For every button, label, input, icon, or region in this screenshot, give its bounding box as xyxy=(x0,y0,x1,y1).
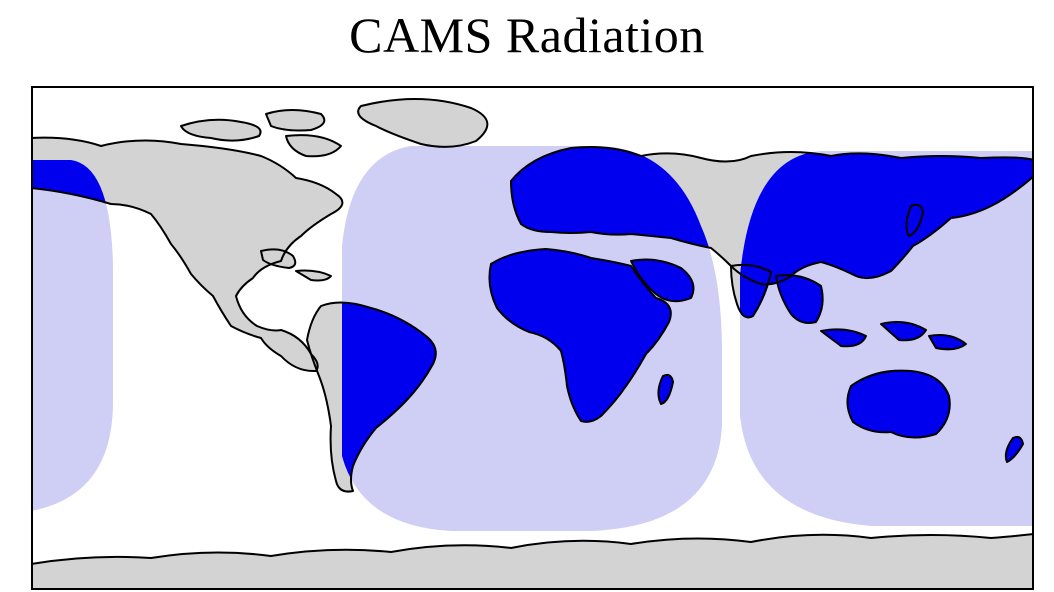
map-title: CAMS Radiation xyxy=(349,7,705,63)
world-map xyxy=(31,86,1034,590)
